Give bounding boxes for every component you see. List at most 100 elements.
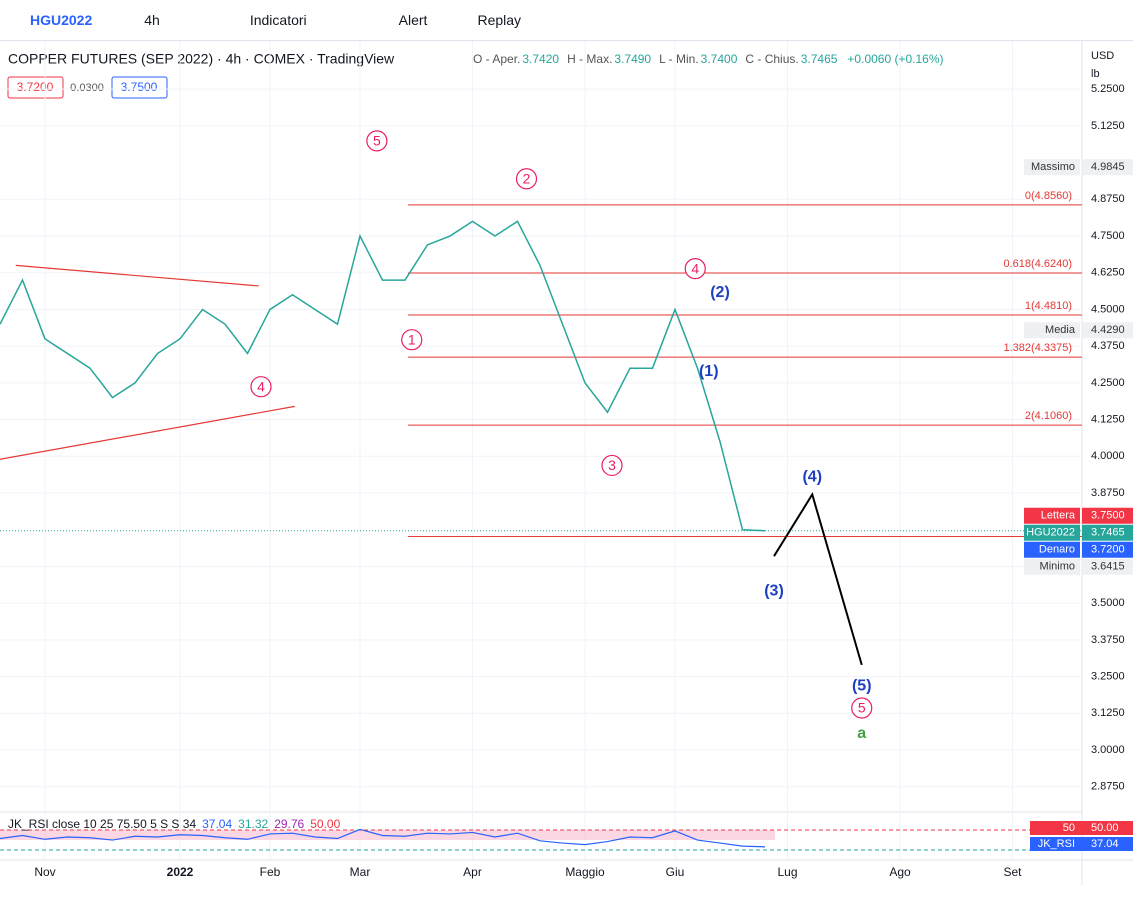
y-tick-label: 3.3750 <box>1091 634 1125 646</box>
ask-box[interactable] <box>111 76 168 99</box>
y-tick-label: 2.8750 <box>1091 781 1125 793</box>
price-badge-name: HGU2022 <box>1026 527 1075 539</box>
price-badge-name: Minimo <box>1040 561 1075 573</box>
fib-label: 2(4.1060) <box>1025 410 1072 422</box>
wave-circle <box>601 454 623 477</box>
replay-button[interactable]: Replay <box>477 12 522 28</box>
price-line <box>0 220 766 532</box>
y-tick-label: 4.6250 <box>1091 267 1125 279</box>
price-badge-name: Massimo <box>1031 161 1075 173</box>
price-badge <box>1082 159 1133 176</box>
y-tick-label: 4.0000 <box>1091 450 1125 462</box>
rsi-line <box>0 828 766 848</box>
fib-label: 1(4.4810) <box>1025 300 1072 312</box>
wave-circle <box>684 258 706 280</box>
price-badge-name-bg <box>1024 541 1080 558</box>
ohlc-value: 3.7420 <box>522 52 559 66</box>
x-tick-label: 2022 <box>167 865 194 879</box>
x-tick-label: Lug <box>777 865 797 879</box>
wave-label: 5 <box>858 700 866 716</box>
y-tick-label: 4.2500 <box>1091 377 1125 389</box>
wave-label: (2) <box>710 284 730 301</box>
indicator-title: JK_RSI close 10 25 75.50 5 S S 34 <box>8 817 196 831</box>
indicator-readout: 37.04 <box>202 817 232 831</box>
price-badge-name-bg <box>1024 558 1080 575</box>
indicator-badge-name: JK_RSI <box>1038 838 1075 850</box>
y-tick-label: 3.5000 <box>1091 597 1125 609</box>
y-tick-label: 4.7500 <box>1091 230 1125 242</box>
wave-label: (1) <box>699 363 719 380</box>
wave-circle <box>366 130 388 152</box>
price-badge <box>1082 507 1133 524</box>
wave-label: 2 <box>523 170 531 186</box>
ohlc-label: C - Chius. <box>745 52 798 66</box>
y-tick-label: 5.1250 <box>1091 120 1125 132</box>
x-tick-label: Feb <box>260 865 281 879</box>
x-tick-label: Apr <box>463 865 482 879</box>
price-badge-name: Lettera <box>1041 510 1076 522</box>
wave-label: (3) <box>764 582 784 599</box>
x-tick-label: Nov <box>34 865 55 879</box>
price-badge-name-bg <box>1024 322 1080 339</box>
unit[interactable]: lb <box>1091 68 1100 80</box>
y-tick-label: 5.2500 <box>1091 83 1125 95</box>
y-tick-label: 3.0000 <box>1091 744 1125 756</box>
indicator-badge-value: 37.04 <box>1091 838 1119 850</box>
ohlc-value: 3.7490 <box>614 52 651 66</box>
indicator-badge-name: 50 <box>1063 822 1075 834</box>
ask: 3.7500 <box>121 80 158 94</box>
indicator-readout: 31.32 <box>238 817 268 831</box>
price-badge <box>1082 524 1133 541</box>
indicator-badge-bg <box>1030 821 1133 835</box>
price-badge-label: 3.7500 <box>1091 510 1125 522</box>
y-tick-label: 3.2500 <box>1091 671 1125 683</box>
price-badge-label: 3.7465 <box>1091 527 1125 539</box>
ohlc-value: +0.0060 (+0.16%) <box>847 52 943 66</box>
wave-label: (5) <box>852 677 872 694</box>
indicators-button[interactable]: Indicatori <box>249 12 307 28</box>
price-badge-label: 4.9845 <box>1091 161 1125 173</box>
x-tick-label: Mar <box>350 865 371 879</box>
price-badge-name: Media <box>1045 324 1076 336</box>
y-tick-label: 4.3750 <box>1091 340 1125 352</box>
fib-label: 0(4.8560) <box>1025 190 1072 202</box>
toolbar: HGU2022 4h Indicatori Alert Replay <box>0 0 1133 41</box>
trendline <box>15 264 259 287</box>
ohlc-value: 3.7400 <box>701 52 738 66</box>
y-tick-label: 3.8750 <box>1091 487 1125 499</box>
wave-label: (4) <box>802 469 822 486</box>
wave-label: 4 <box>691 260 699 276</box>
price-badge <box>1082 558 1133 575</box>
price-badge <box>1082 322 1133 339</box>
chart-title: COPPER FUTURES (SEP 2022) · 4h · COMEX ·… <box>8 51 395 67</box>
symbol[interactable]: HGU2022 <box>30 12 93 28</box>
ohlc-label: L - Min. <box>659 52 699 66</box>
y-tick-label: 4.1250 <box>1091 414 1125 426</box>
indicator-readout: 50.00 <box>310 817 340 831</box>
ohlc-label: O - Aper. <box>473 52 520 66</box>
wave-label: 3 <box>608 457 616 473</box>
x-tick-label: Maggio <box>565 865 605 879</box>
y-tick-label: 4.8750 <box>1091 193 1125 205</box>
interval[interactable]: 4h <box>144 12 160 28</box>
wave-circle <box>515 168 538 190</box>
x-tick-label: Giu <box>666 865 685 879</box>
y-tick-label: 3.1250 <box>1091 707 1125 719</box>
wave-label: 5 <box>373 133 381 149</box>
wave-label: a <box>857 725 866 742</box>
alert-button[interactable]: Alert <box>398 12 428 28</box>
wave-circle <box>401 329 423 351</box>
wave-circle <box>851 697 873 719</box>
bid: 3.7200 <box>17 80 54 94</box>
bid-box[interactable] <box>7 76 64 99</box>
wave-circle <box>250 376 272 398</box>
rsi-band <box>0 830 775 840</box>
wave-label: 1 <box>408 331 416 347</box>
price-badge-label: 3.7200 <box>1091 544 1125 556</box>
ohlc-value: 3.7465 <box>801 52 838 66</box>
currency[interactable]: USD <box>1091 50 1114 62</box>
price-badge-name: Denaro <box>1039 544 1075 556</box>
wave-label: 4 <box>257 378 265 394</box>
indicator-readout: 29.76 <box>274 817 304 831</box>
